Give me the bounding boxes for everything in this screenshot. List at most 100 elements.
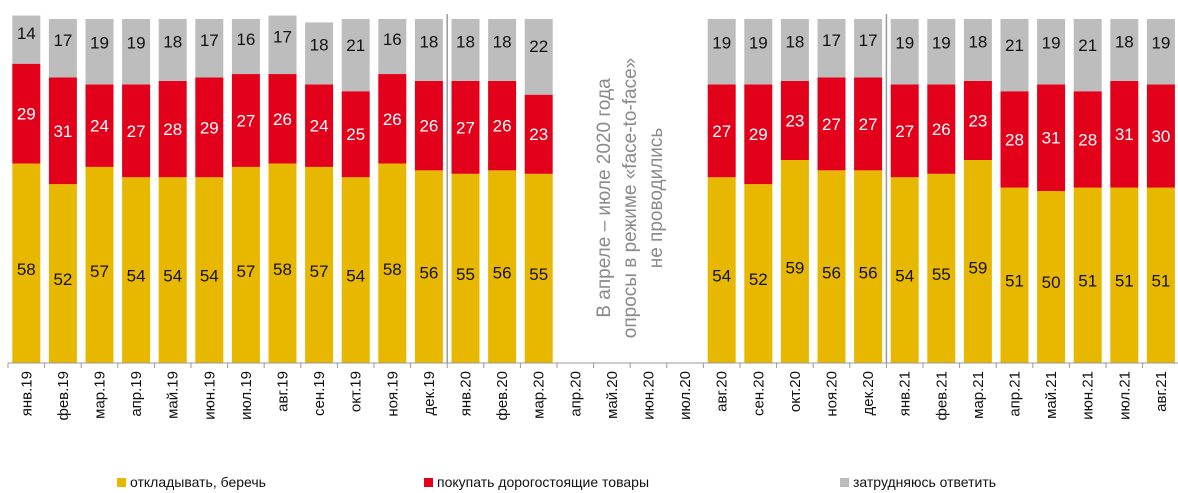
bar-buy bbox=[744, 84, 773, 185]
bar-unsure bbox=[1037, 19, 1066, 85]
bar-unsure bbox=[963, 19, 992, 81]
data-label-save: 57 bbox=[310, 262, 329, 281]
bar-buy bbox=[378, 74, 407, 164]
bar-buy bbox=[963, 80, 992, 161]
bar-unsure bbox=[12, 15, 41, 64]
data-label-save: 56 bbox=[859, 263, 878, 282]
legend-item-buy: покупать дорогостоящие товары bbox=[424, 474, 649, 490]
x-tick-label: апр.19 bbox=[128, 371, 145, 417]
data-label-save: 54 bbox=[200, 267, 219, 286]
x-tick-label: окт.19 bbox=[348, 371, 365, 412]
data-label-buy: 27 bbox=[127, 122, 146, 141]
bar-buy bbox=[122, 84, 151, 178]
data-label-save: 51 bbox=[1078, 272, 1097, 291]
bar-buy bbox=[817, 77, 846, 171]
data-label-buy: 23 bbox=[785, 111, 804, 130]
bar-save bbox=[231, 166, 260, 363]
data-label-buy: 26 bbox=[932, 120, 951, 139]
bar-save bbox=[1000, 187, 1029, 363]
data-label-save: 51 bbox=[1005, 272, 1024, 291]
data-label-unsure: 18 bbox=[310, 36, 329, 55]
x-tick-label: янв.19 bbox=[18, 371, 35, 416]
data-label-save: 55 bbox=[456, 265, 475, 284]
data-label-unsure: 19 bbox=[712, 34, 731, 53]
x-tick-label: янв.20 bbox=[458, 371, 475, 416]
bar-save bbox=[963, 160, 992, 363]
data-label-buy: 23 bbox=[529, 125, 548, 144]
legend-swatch-buy bbox=[424, 477, 433, 487]
data-label-unsure: 17 bbox=[859, 31, 878, 50]
data-label-save: 54 bbox=[127, 267, 146, 286]
bar-buy bbox=[341, 91, 370, 178]
bar-unsure bbox=[378, 19, 407, 75]
bar-unsure bbox=[707, 19, 736, 85]
data-label-buy: 27 bbox=[822, 115, 841, 134]
bar-unsure bbox=[524, 19, 553, 95]
x-tick-label: июн.20 bbox=[641, 371, 658, 420]
data-label-save: 54 bbox=[895, 267, 914, 286]
data-label-buy: 24 bbox=[90, 117, 109, 136]
data-label-save: 56 bbox=[493, 263, 512, 282]
bar-unsure bbox=[305, 22, 334, 85]
bar-unsure bbox=[195, 19, 224, 78]
data-label-unsure: 16 bbox=[236, 30, 255, 49]
data-label-unsure: 18 bbox=[968, 32, 987, 51]
data-label-save: 55 bbox=[529, 265, 548, 284]
x-tick-label: май.21 bbox=[1043, 371, 1060, 419]
x-tick-label: июл.19 bbox=[238, 371, 255, 420]
bar-save bbox=[780, 160, 809, 363]
data-label-unsure: 17 bbox=[822, 31, 841, 50]
bar-save bbox=[817, 170, 846, 363]
bar-unsure bbox=[1110, 19, 1139, 81]
bar-unsure bbox=[1073, 19, 1102, 92]
annotation-line: опросы в режиме «face-to-face» bbox=[620, 58, 641, 338]
data-label-unsure: 18 bbox=[163, 32, 182, 51]
bar-unsure bbox=[268, 15, 297, 75]
bar-save bbox=[48, 184, 77, 363]
data-label-buy: 24 bbox=[310, 117, 329, 136]
x-tick-label: сен.20 bbox=[750, 371, 767, 416]
data-label-save: 52 bbox=[749, 270, 768, 289]
data-label-save: 54 bbox=[346, 267, 365, 286]
x-tick-label: фев.19 bbox=[55, 371, 72, 421]
bar-save bbox=[1037, 191, 1066, 363]
x-tick-label: фев.21 bbox=[933, 371, 950, 421]
bar-save bbox=[890, 177, 919, 363]
data-label-unsure: 19 bbox=[932, 34, 951, 53]
legend-item-unsure: затрудняюсь ответить bbox=[840, 474, 996, 490]
data-label-unsure: 17 bbox=[273, 28, 292, 47]
data-label-unsure: 18 bbox=[419, 32, 438, 51]
legend-swatch-unsure bbox=[840, 477, 849, 487]
bar-buy bbox=[414, 80, 443, 171]
bar-buy bbox=[488, 80, 517, 171]
bar-unsure bbox=[1146, 19, 1175, 85]
data-label-unsure: 17 bbox=[200, 31, 219, 50]
bar-save bbox=[744, 184, 773, 363]
x-tick-label: май.20 bbox=[604, 371, 621, 419]
bar-buy bbox=[48, 77, 77, 185]
gap-annotation: В апреле – июле 2020 года опросы в режиме… bbox=[594, 58, 667, 338]
data-label-buy: 28 bbox=[1078, 130, 1097, 149]
bar-unsure bbox=[451, 19, 480, 81]
bar-unsure bbox=[744, 19, 773, 85]
bar-buy bbox=[707, 84, 736, 178]
legend-label-buy: покупать дорогостоящие товары bbox=[437, 474, 650, 490]
annotation-line: В апреле – июле 2020 года bbox=[594, 78, 615, 318]
data-label-unsure: 21 bbox=[346, 36, 365, 55]
bar-buy bbox=[780, 80, 809, 161]
data-label-buy: 29 bbox=[749, 125, 768, 144]
x-axis: янв.19 фев.19 мар.19 апр.19 май.19 июн.19 июл.… bbox=[7, 14, 1178, 421]
data-label-buy: 26 bbox=[383, 110, 402, 129]
data-label-unsure: 21 bbox=[1005, 36, 1024, 55]
value-labels-layer: 58 29 14 52 31 17 57 24 19 54 27 19 54 28 18 54 29 17 57 27… bbox=[17, 24, 1171, 292]
data-label-buy: 27 bbox=[859, 115, 878, 134]
x-tick-label: июн.21 bbox=[1080, 371, 1097, 420]
x-tick-label: мар.19 bbox=[92, 371, 109, 419]
bar-unsure bbox=[231, 19, 260, 75]
data-label-buy: 31 bbox=[53, 122, 72, 141]
bar-save bbox=[1146, 187, 1175, 363]
bar-save bbox=[524, 173, 553, 363]
data-label-save: 58 bbox=[383, 260, 402, 279]
bar-unsure bbox=[927, 19, 956, 85]
bar-buy bbox=[1073, 91, 1102, 188]
